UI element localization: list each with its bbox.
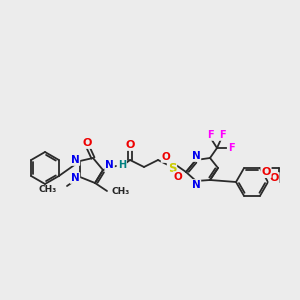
Text: O: O (269, 173, 279, 183)
Text: N: N (70, 173, 80, 183)
Text: CH₃: CH₃ (39, 184, 57, 194)
Text: O: O (174, 172, 182, 182)
Text: H: H (118, 160, 126, 170)
Text: N: N (70, 155, 80, 165)
Text: S: S (168, 161, 176, 175)
Text: F: F (219, 130, 225, 140)
Text: N: N (105, 160, 114, 170)
Text: F: F (228, 143, 234, 153)
Text: O: O (162, 152, 170, 162)
Text: N: N (192, 180, 200, 190)
Text: CH₃: CH₃ (112, 187, 130, 196)
Text: O: O (261, 167, 271, 177)
Text: F: F (207, 130, 213, 140)
Text: N: N (192, 151, 200, 161)
Text: O: O (82, 138, 92, 148)
Text: O: O (125, 140, 135, 150)
